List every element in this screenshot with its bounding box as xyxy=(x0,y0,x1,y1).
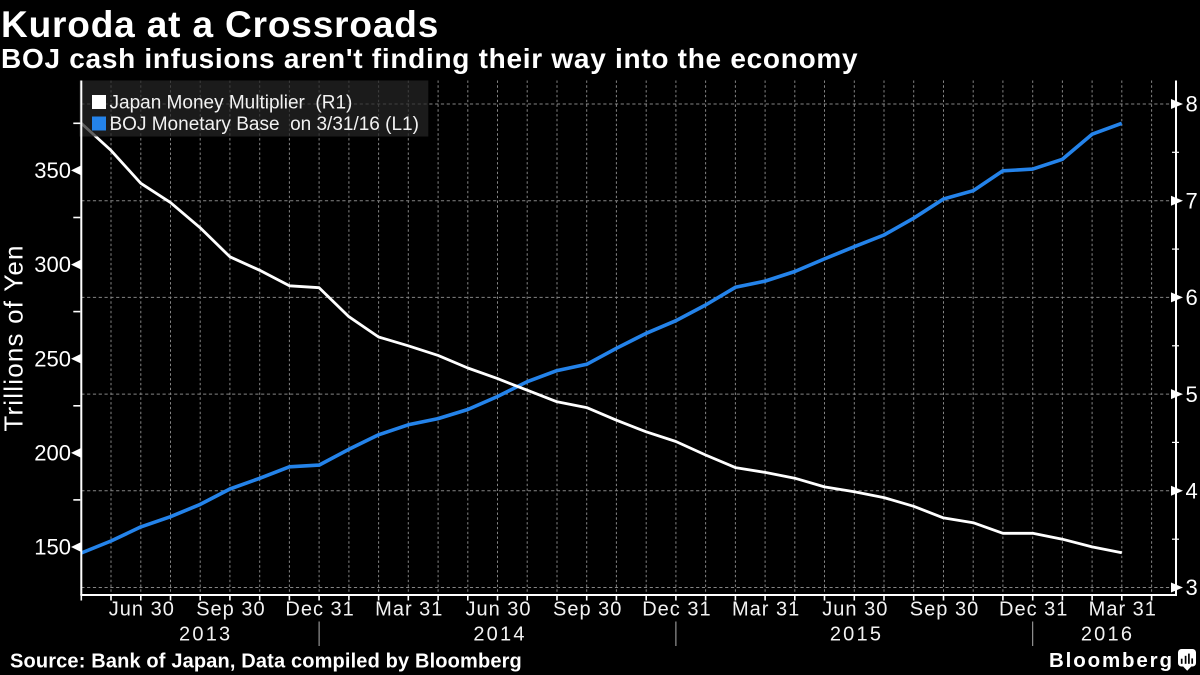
svg-text:BOJ Monetary Base on 3/31/16: BOJ Monetary Base on 3/31/16 (L1) xyxy=(110,114,419,135)
svg-text:Trillions of Yen: Trillions of Yen xyxy=(0,244,29,431)
svg-text:200: 200 xyxy=(34,441,71,466)
svg-text:300: 300 xyxy=(34,252,71,277)
svg-text:Bloomberg: Bloomberg xyxy=(1049,649,1174,672)
svg-text:Mar 31: Mar 31 xyxy=(375,599,443,621)
svg-text:Jun 30: Jun 30 xyxy=(465,599,531,621)
svg-text:Mar 31: Mar 31 xyxy=(1089,599,1157,621)
svg-text:5: 5 xyxy=(1186,382,1198,407)
svg-text:Source: Bank of Japan, Data co: Source: Bank of Japan, Data compiled by … xyxy=(10,651,522,673)
svg-text:8: 8 xyxy=(1186,92,1198,117)
svg-text:Sep 30: Sep 30 xyxy=(910,599,979,621)
svg-text:3: 3 xyxy=(1186,575,1198,600)
svg-text:2013: 2013 xyxy=(179,624,232,646)
svg-text:7: 7 xyxy=(1186,188,1198,213)
svg-text:2016: 2016 xyxy=(1081,624,1134,646)
svg-text:350: 350 xyxy=(34,158,71,183)
svg-text:150: 150 xyxy=(34,535,71,560)
svg-text:4: 4 xyxy=(1186,479,1198,504)
svg-text:2014: 2014 xyxy=(473,624,526,646)
svg-text:Jun 30: Jun 30 xyxy=(109,599,175,621)
svg-text:Dec 31: Dec 31 xyxy=(999,599,1068,621)
svg-text:6: 6 xyxy=(1186,285,1198,310)
svg-text:Sep 30: Sep 30 xyxy=(196,599,265,621)
svg-text:250: 250 xyxy=(34,346,71,371)
svg-text:Dec 31: Dec 31 xyxy=(642,599,711,621)
svg-text:Dec 31: Dec 31 xyxy=(285,599,354,621)
svg-text:Japan Money Multiplier (R1): Japan Money Multiplier (R1) xyxy=(110,93,353,114)
svg-text:Jun 30: Jun 30 xyxy=(822,599,888,621)
svg-text:Sep 30: Sep 30 xyxy=(553,599,622,621)
svg-text:Mar 31: Mar 31 xyxy=(732,599,800,621)
svg-text:2015: 2015 xyxy=(830,624,883,646)
